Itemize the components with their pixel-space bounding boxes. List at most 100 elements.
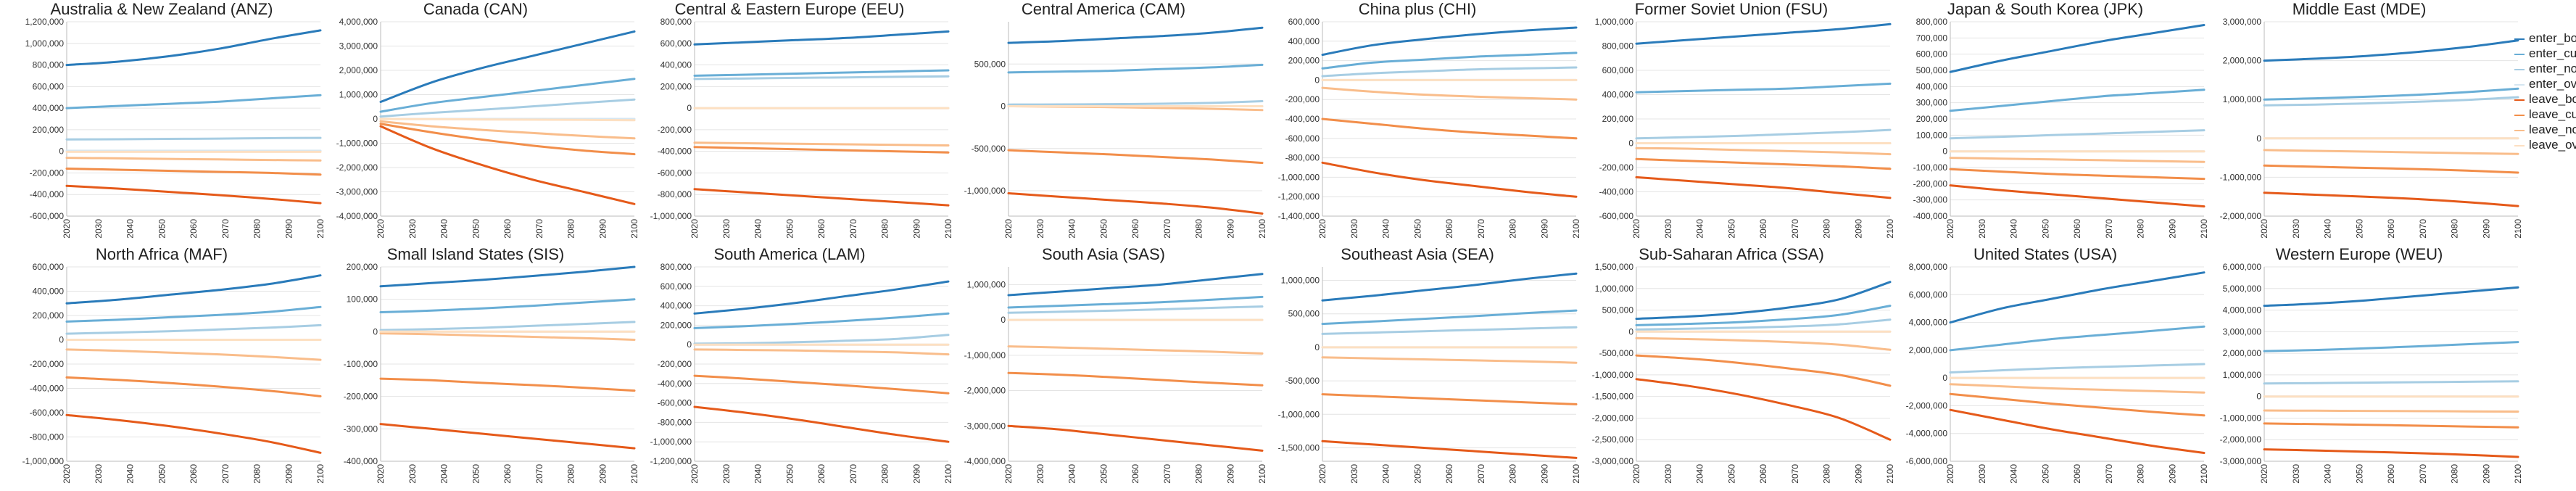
x-tick-label: 2090 — [1539, 219, 1549, 239]
series-line-enter-bordersmoreopen — [1007, 26, 1264, 44]
y-tick-label: 200,000 — [1916, 114, 1948, 124]
x-tick-label: 2020 — [376, 219, 386, 239]
series-line-enter-bordersmoreopen — [1007, 273, 1264, 297]
chart-title: North Africa (MAF) — [95, 245, 228, 263]
x-tick-label: 2050 — [2040, 219, 2050, 239]
series-line-leave-bordersmoreopen — [1007, 424, 1264, 452]
chart-title: Central America (CAM) — [1021, 0, 1186, 18]
x-tick-label: 2040 — [1695, 464, 1705, 484]
series-line-leave-bordersmoreopen — [1635, 378, 1892, 441]
series-line-enter-bordersmoreopen — [65, 274, 322, 305]
chart-plot: -6,000,000 -4,000,000 -2,000,000 0 2,000,000… — [1906, 262, 2209, 484]
series-line-leave-bordersmoreopen — [379, 125, 636, 205]
x-tick-label: 2100 — [315, 464, 326, 484]
x-tick-label: 2060 — [2072, 219, 2082, 239]
x-tick-label: 2030 — [1977, 464, 1987, 484]
x-tick-label: 2080 — [252, 464, 262, 484]
series-line-leave-bordersmoreopen — [65, 184, 322, 205]
x-tick-label: 2030 — [1663, 219, 1673, 239]
y-tick-label: 1,000,000 — [1595, 17, 1634, 27]
series-line-enter-bordersmoreopen — [1321, 26, 1578, 57]
series-line-leave-bordersmoreopen — [1321, 161, 1578, 198]
y-tick-label: -200,000 — [658, 359, 692, 369]
x-tick-label: 2040 — [1067, 464, 1077, 484]
x-tick-label: 2100 — [2513, 219, 2523, 239]
y-tick-label: 500,000 — [1288, 309, 1320, 319]
x-tick-label: 2030 — [1663, 464, 1673, 484]
x-tick-label: 2020 — [1631, 219, 1641, 239]
series-line-enter-currentborders — [1321, 51, 1578, 70]
x-tick-label: 2080 — [1508, 464, 1518, 484]
series-line-enter-northsouthclosed — [65, 323, 322, 335]
y-tick-label: -1,000,000 — [2220, 172, 2262, 182]
y-tick-label: 200,000 — [660, 81, 692, 91]
y-tick-label: -1,000,000 — [964, 350, 1006, 360]
chart-title: South Asia (SAS) — [1042, 245, 1165, 263]
y-tick-label: -800,000 — [30, 432, 65, 442]
x-tick-label: 2100 — [943, 464, 953, 484]
y-tick-label: 0 — [1314, 342, 1320, 352]
y-tick-label: -2,500,000 — [1592, 434, 1634, 445]
x-tick-label: 2060 — [1444, 219, 1454, 239]
y-tick-label: 5,000,000 — [2223, 284, 2262, 294]
y-tick-label: 4,000,000 — [1909, 318, 1948, 328]
y-tick-label: 500,000 — [1602, 305, 1634, 315]
y-tick-label: -200,000 — [30, 168, 65, 178]
x-tick-label: 2050 — [2040, 464, 2050, 484]
legend-label-enter-bordersmoreopen: enter_bordersmoreopen — [2529, 31, 2576, 45]
y-tick-label: -200,000 — [658, 125, 692, 135]
x-tick-label: 2060 — [502, 219, 513, 239]
legend-label-leave-currentborders: leave_currentborders — [2529, 107, 2576, 121]
y-tick-label: -1,000,000 — [2220, 413, 2262, 423]
y-tick-label: 1,000,000 — [2223, 94, 2262, 104]
series-line-leave-currentborders — [379, 377, 636, 392]
x-tick-label: 2100 — [943, 219, 953, 239]
x-tick-label: 2080 — [1508, 219, 1518, 239]
series-line-enter-currentborders — [1007, 63, 1264, 74]
y-tick-label: 0 — [1942, 373, 1947, 383]
series-line-leave-currentborders — [65, 168, 322, 176]
y-tick-label: -1,000,000 — [650, 211, 692, 221]
y-tick-label: -4,000,000 — [1906, 429, 1948, 439]
chart-panel: Canada (CAN) -4,000,000 -3,000,000 -2,000,0… — [314, 0, 639, 245]
x-tick-label: 2020 — [2259, 219, 2269, 239]
y-tick-label: 800,000 — [660, 262, 692, 272]
y-tick-label: 1,000,000 — [2223, 370, 2262, 380]
y-tick-label: -400,000 — [30, 189, 65, 199]
x-tick-label: 2040 — [2323, 219, 2333, 239]
x-tick-label: 2070 — [220, 219, 231, 239]
legend-label-enter-northsouthclosed: enter_northsouthclosed — [2529, 62, 2576, 75]
y-tick-label: -400,000 — [30, 384, 65, 394]
y-tick-label: 0 — [1001, 315, 1006, 325]
x-tick-label: 2070 — [2418, 219, 2428, 239]
x-tick-label: 2040 — [2009, 464, 2019, 484]
x-tick-label: 2070 — [1162, 219, 1172, 239]
x-tick-label: 2020 — [689, 219, 700, 239]
chart-title: Japan & South Korea (JPK) — [1947, 0, 2144, 18]
x-tick-label: 2040 — [1381, 464, 1391, 484]
y-tick-label: -1,400,000 — [1278, 211, 1320, 221]
x-tick-label: 2050 — [157, 464, 167, 484]
y-tick-label: 2,000,000 — [2223, 348, 2262, 358]
y-tick-label: -500,000 — [1599, 348, 1634, 358]
x-tick-label: 2020 — [62, 464, 72, 484]
x-tick-label: 2050 — [1098, 219, 1109, 239]
chart-title: South America (LAM) — [713, 245, 866, 263]
x-tick-label: 2090 — [2167, 464, 2177, 484]
x-tick-label: 2070 — [1790, 464, 1800, 484]
x-tick-label: 2020 — [1317, 219, 1328, 239]
chart-plot: -400,000 -300,000 -200,000 -100,000 0 100,000… — [1913, 17, 2209, 239]
x-tick-label: 2050 — [471, 219, 481, 239]
y-tick-label: 600,000 — [660, 281, 692, 292]
y-tick-label: -200,000 — [30, 359, 65, 369]
y-tick-label: -1,000,000 — [1278, 172, 1320, 182]
x-tick-label: 2040 — [125, 464, 136, 484]
y-tick-label: 0 — [1628, 326, 1633, 337]
y-tick-label: 4,000,000 — [2223, 305, 2262, 315]
series-line-enter-northsouthclosed — [693, 75, 950, 81]
chart-plot: -400,000 -300,000 -200,000 -100,000 0 100,000… — [344, 262, 639, 484]
y-tick-label: 1,500,000 — [1595, 262, 1634, 272]
y-tick-label: 0 — [1001, 102, 1006, 112]
chart-plot: -1,000,000 -800,000 -600,000 -400,000 -200,0… — [22, 262, 326, 484]
x-tick-label: 2090 — [1539, 464, 1549, 484]
